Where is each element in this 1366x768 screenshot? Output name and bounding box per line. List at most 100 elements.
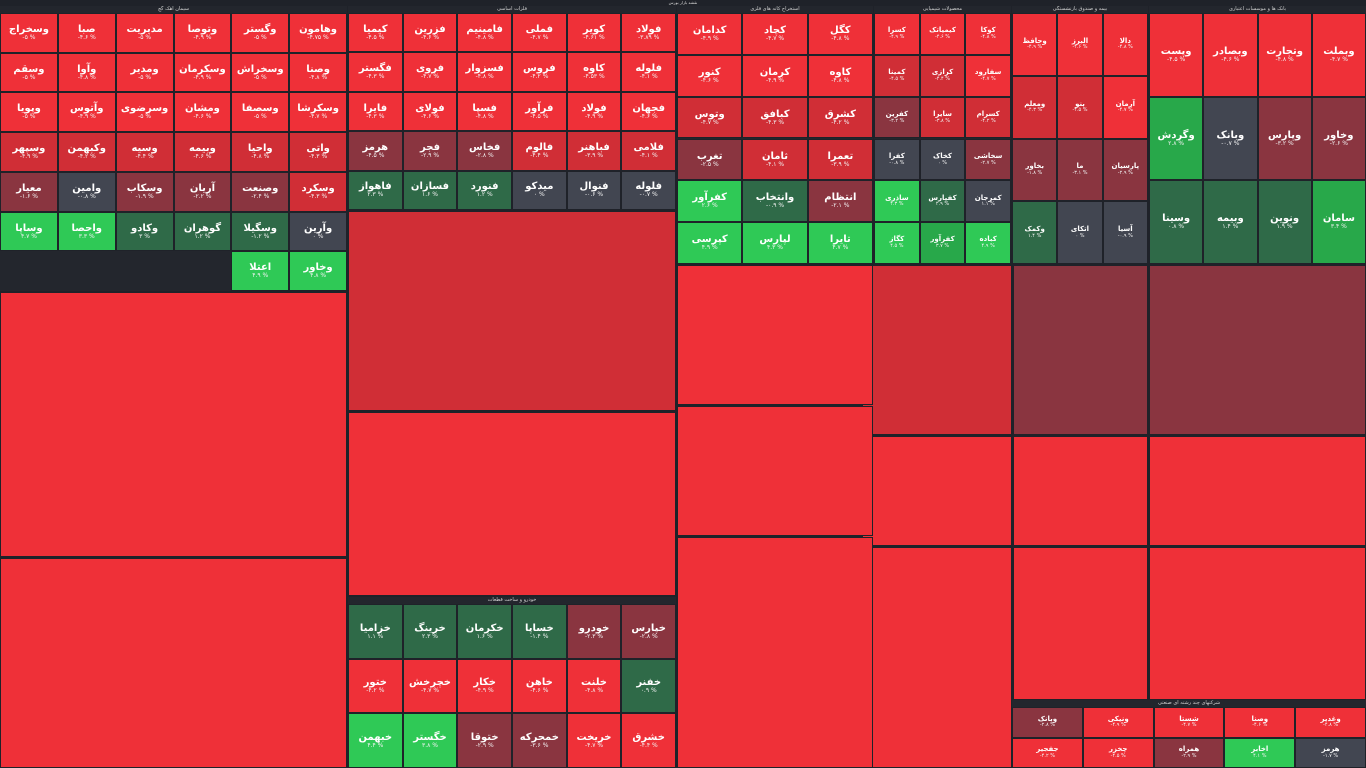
symbol-tile[interactable]: وپست -۴.۵ % xyxy=(1149,13,1204,97)
symbol-tile[interactable]: واحصا ۳.۳ % xyxy=(57,211,116,252)
symbol-tile[interactable]: کسرا -۴.۹ % xyxy=(874,13,920,55)
symbol-tile[interactable]: کمینا -۴.۵ % xyxy=(874,54,920,97)
symbol-tile[interactable]: فاهواز ۲.۳ % xyxy=(348,170,403,210)
symbol-tile[interactable]: وگردش ۲.۸ % xyxy=(1149,96,1204,181)
symbol-tile[interactable]: کمرجان ۱.۱ % xyxy=(965,180,1011,223)
symbol-tile[interactable]: بخاور -۱.۸ % xyxy=(1012,138,1058,202)
symbol-tile[interactable]: چخزر -۴.۵ % xyxy=(1082,737,1154,768)
symbol-tile[interactable]: وآرین ۰ % xyxy=(289,211,347,252)
symbol-tile[interactable]: ختور -۴.۲ % xyxy=(348,658,403,714)
symbol-tile[interactable]: ختوقا -۲.۹ % xyxy=(457,713,512,768)
symbol-tile[interactable]: کاوه -۴.۸ % xyxy=(807,54,873,97)
symbol-tile[interactable]: کفرین -۳.۲ % xyxy=(874,96,920,139)
symbol-tile[interactable]: وسخراج -۵ % xyxy=(0,13,58,53)
symbol-tile[interactable]: تعمرا -۳.۹ % xyxy=(807,138,873,181)
symbol-tile[interactable]: فروی -۴.۷ % xyxy=(402,52,458,92)
symbol-tile[interactable]: کرازی -۴.۴ % xyxy=(919,54,966,97)
symbol-tile[interactable]: خبهمن ۴.۴ % xyxy=(348,713,403,768)
symbol-tile[interactable]: البرز -۴.۶ % xyxy=(1057,13,1103,76)
symbol-tile[interactable]: ثامان -۴.۱ % xyxy=(742,138,808,181)
symbol-tile[interactable]: هرمز -۱.۷ % xyxy=(1295,737,1366,768)
symbol-tile[interactable]: وحافظ -۴.۹ % xyxy=(1012,13,1058,76)
symbol-tile[interactable]: خفنر ۰.۹ % xyxy=(621,658,676,714)
symbol-tile[interactable]: وخاور -۲.۶ % xyxy=(1311,96,1366,181)
symbol-tile[interactable]: وپویا -۵ % xyxy=(0,92,58,133)
symbol-tile[interactable]: وسقم -۵ % xyxy=(0,52,58,93)
symbol-tile[interactable]: فگستر -۴.۳ % xyxy=(348,52,403,92)
symbol-tile[interactable]: پارسیان -۲.۹ % xyxy=(1102,138,1148,202)
symbol-tile[interactable]: کسرام -۴.۲ % xyxy=(965,96,1011,139)
symbol-tile[interactable]: کویر -۴.۶۱ % xyxy=(566,13,622,53)
symbol-tile[interactable]: کنور -۴.۶ % xyxy=(677,54,743,97)
symbol-tile[interactable]: وتجارت -۴.۸ % xyxy=(1257,13,1312,97)
symbol-tile[interactable]: خگستر ۳.۸ % xyxy=(402,713,458,768)
symbol-tile[interactable]: آریان -۲.۲ % xyxy=(173,171,232,212)
symbol-tile[interactable]: وسخراش -۵ % xyxy=(231,52,290,93)
symbol-tile[interactable]: وآتوس -۴.۹ % xyxy=(57,92,116,133)
symbol-tile[interactable]: کفپارس ۲.۹ % xyxy=(919,180,966,223)
symbol-tile[interactable]: وکادو ۳ % xyxy=(115,211,174,252)
symbol-tile[interactable]: فملی -۴.۷ % xyxy=(512,13,567,53)
symbol-tile[interactable]: فسپا -۴.۸ % xyxy=(457,91,512,132)
symbol-tile[interactable]: وسکاب -۱.۹ % xyxy=(115,171,174,212)
symbol-tile[interactable]: آسیا -۰.۹ % xyxy=(1102,201,1148,264)
symbol-tile[interactable]: وامین -۰.۸ % xyxy=(57,171,116,212)
symbol-tile[interactable]: خکرمان ۱.۶ % xyxy=(457,604,512,659)
symbol-tile[interactable]: هرمز -۴.۵ % xyxy=(348,131,403,171)
symbol-tile[interactable]: فباهنر -۳.۹ % xyxy=(566,131,622,171)
symbol-tile[interactable]: وکمک ۱.۴ % xyxy=(1012,201,1058,264)
symbol-tile[interactable]: وبملت -۴.۷ % xyxy=(1311,13,1366,97)
symbol-tile[interactable]: وصنا -۴.۶ % xyxy=(1224,707,1296,738)
symbol-tile[interactable]: ساذری ۴.۳ % xyxy=(874,180,920,223)
symbol-tile[interactable]: خشرق -۴.۴ % xyxy=(621,713,676,768)
symbol-tile[interactable]: اعتلا ۴.۹ % xyxy=(231,251,290,291)
symbol-tile[interactable]: معیار -۱.۶ % xyxy=(0,171,58,212)
symbol-tile[interactable]: وسیه -۴.۴ % xyxy=(115,132,174,172)
symbol-tile[interactable]: وبیمه ۱.۴ % xyxy=(1203,180,1258,264)
symbol-tile[interactable]: وسکرشا -۴.۷ % xyxy=(289,92,347,133)
symbol-tile[interactable]: کفرآور ۳.۷ % xyxy=(919,222,966,264)
symbol-tile[interactable]: واتی -۴.۳ % xyxy=(289,132,347,172)
symbol-tile[interactable]: وتوصا -۴.۹ % xyxy=(173,13,232,53)
symbol-tile[interactable]: وسپهر -۴.۹ % xyxy=(0,132,58,172)
symbol-tile[interactable]: بنو -۴.۵ % xyxy=(1057,75,1103,139)
symbol-tile[interactable]: خکار -۴.۹ % xyxy=(457,658,512,714)
symbol-tile[interactable]: وسرضوی -۵ % xyxy=(115,92,174,133)
symbol-tile[interactable]: اخابر ۴.۱ % xyxy=(1224,737,1296,768)
symbol-tile[interactable]: سفارود -۴.۷ % xyxy=(965,54,1011,97)
symbol-tile[interactable]: خپارس -۲.۸ % xyxy=(621,604,676,659)
symbol-tile[interactable]: فولاد -۳.۸۹ % xyxy=(621,13,676,53)
symbol-tile[interactable]: تایرا ۴.۷ % xyxy=(807,222,873,264)
symbol-tile[interactable]: کچاد -۴.۷ % xyxy=(742,13,808,55)
symbol-tile[interactable]: ومعلم -۴.۳ % xyxy=(1012,75,1058,139)
symbol-tile[interactable]: تغرب -۲.۵ % xyxy=(677,138,743,181)
symbol-tile[interactable]: واحیا -۴.۸ % xyxy=(231,132,290,172)
symbol-tile[interactable]: فلوله -۴.۱ % xyxy=(621,52,676,92)
symbol-tile[interactable]: کفرا -۰.۸ % xyxy=(874,138,920,181)
symbol-tile[interactable]: کشرق -۴.۲ % xyxy=(807,96,873,139)
symbol-tile[interactable]: کرمان -۴.۹ % xyxy=(742,54,808,97)
symbol-tile[interactable]: فرآور -۴.۵ % xyxy=(512,91,567,132)
symbol-tile[interactable]: همراه -۲.۹ % xyxy=(1153,737,1225,768)
symbol-tile[interactable]: کگاز ۴.۵ % xyxy=(874,222,920,264)
symbol-tile[interactable]: دالا -۴.۸ % xyxy=(1102,13,1148,76)
symbol-tile[interactable]: خزامیا ۱.۱ % xyxy=(348,604,403,659)
symbol-tile[interactable]: خمحرکه -۳.۶ % xyxy=(512,713,567,768)
symbol-tile[interactable]: فخاس -۲.۸ % xyxy=(457,131,512,171)
symbol-tile[interactable]: فولاد -۴.۹ % xyxy=(566,91,622,132)
symbol-tile[interactable]: خلنت -۴.۸ % xyxy=(566,658,622,714)
symbol-tile[interactable]: خودرو -۲.۳ % xyxy=(566,604,622,659)
symbol-tile[interactable]: لپارس ۴.۳ % xyxy=(742,222,808,264)
symbol-tile[interactable]: کوکا -۴.۸ % xyxy=(965,13,1011,55)
symbol-tile[interactable]: انتظام -۲.۱ % xyxy=(807,180,873,223)
symbol-tile[interactable]: کیمیاتک -۴.۶ % xyxy=(919,13,966,55)
symbol-tile[interactable]: فلوله -۰.۷ % xyxy=(621,170,676,210)
symbol-tile[interactable]: وصنعت -۲.۴ % xyxy=(231,171,290,212)
symbol-tile[interactable]: کخاک ۰ % xyxy=(919,138,966,181)
symbol-tile[interactable]: کدامان -۴.۹ % xyxy=(677,13,743,55)
symbol-tile[interactable]: آرمان -۴.۷ % xyxy=(1102,75,1148,139)
symbol-tile[interactable]: خاهن -۴.۶ % xyxy=(512,658,567,714)
symbol-tile[interactable]: فجر -۲.۹ % xyxy=(402,131,458,171)
symbol-tile[interactable]: مدیریت -۵ % xyxy=(115,13,174,53)
symbol-tile[interactable]: فروس -۴.۲ % xyxy=(512,52,567,92)
